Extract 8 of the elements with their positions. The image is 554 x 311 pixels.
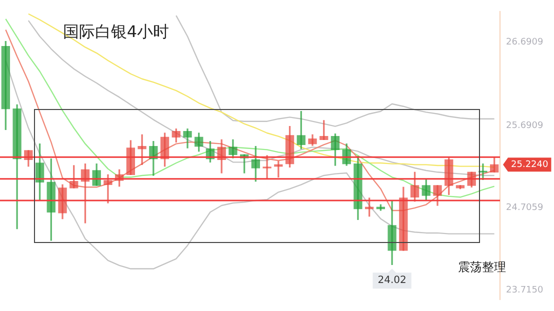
y-tick-label: 26.6909 — [506, 37, 544, 48]
y-tick-label: 23.7150 — [506, 285, 544, 296]
annotation: 震荡整理 — [458, 260, 506, 274]
y-tick-label: 25.6909 — [506, 120, 544, 131]
annotation: 24.02 — [378, 275, 406, 286]
y-tick-label: 24.7059 — [506, 202, 544, 213]
text: 国际白银4小时 — [62, 22, 170, 42]
text: 25.2240 — [511, 160, 548, 170]
